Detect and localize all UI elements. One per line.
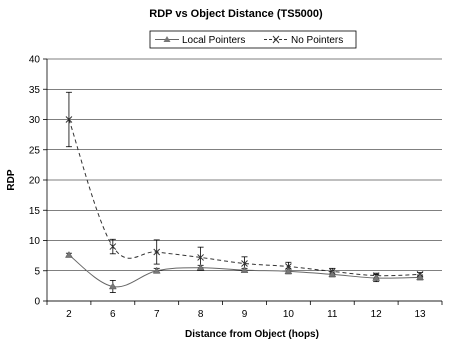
y-tick-label: 0 [34, 297, 40, 308]
x-tick-label: 12 [371, 309, 383, 320]
series-line-no [69, 120, 420, 276]
legend: Local Pointers No Pointers [150, 31, 356, 48]
chart-title: RDP vs Object Distance (TS5000) [149, 8, 323, 20]
y-tick-label: 15 [29, 206, 41, 217]
x-tick-label: 13 [414, 309, 426, 320]
y-tick-label: 30 [29, 115, 41, 126]
y-tick-label: 35 [29, 85, 41, 96]
x-tick-label: 2 [66, 309, 72, 320]
y-tick-label: 40 [29, 55, 41, 66]
x-tick-label: 9 [242, 309, 248, 320]
x-axis-label: Distance from Object (hops) [185, 329, 319, 340]
x-tick-label: 7 [154, 309, 160, 320]
legend-label-local: Local Pointers [182, 35, 245, 46]
legend-label-no: No Pointers [291, 35, 343, 46]
x-axis-ticks: 2 6 7 8 9 10 11 12 13 [47, 301, 442, 320]
x-tick-label: 8 [198, 309, 204, 320]
y-axis-ticks: 0 5 10 15 20 25 30 35 40 [29, 55, 47, 308]
y-tick-label: 25 [29, 145, 41, 156]
data-point-local [65, 252, 72, 258]
y-tick-label: 10 [29, 236, 41, 247]
x-tick-label: 6 [110, 309, 116, 320]
x-tick-label: 10 [283, 309, 295, 320]
x-tick-label: 11 [327, 309, 338, 320]
y-tick-label: 5 [34, 266, 40, 277]
y-axis-label: RDP [6, 169, 17, 190]
plot-area [65, 92, 423, 292]
y-tick-label: 20 [29, 176, 41, 187]
